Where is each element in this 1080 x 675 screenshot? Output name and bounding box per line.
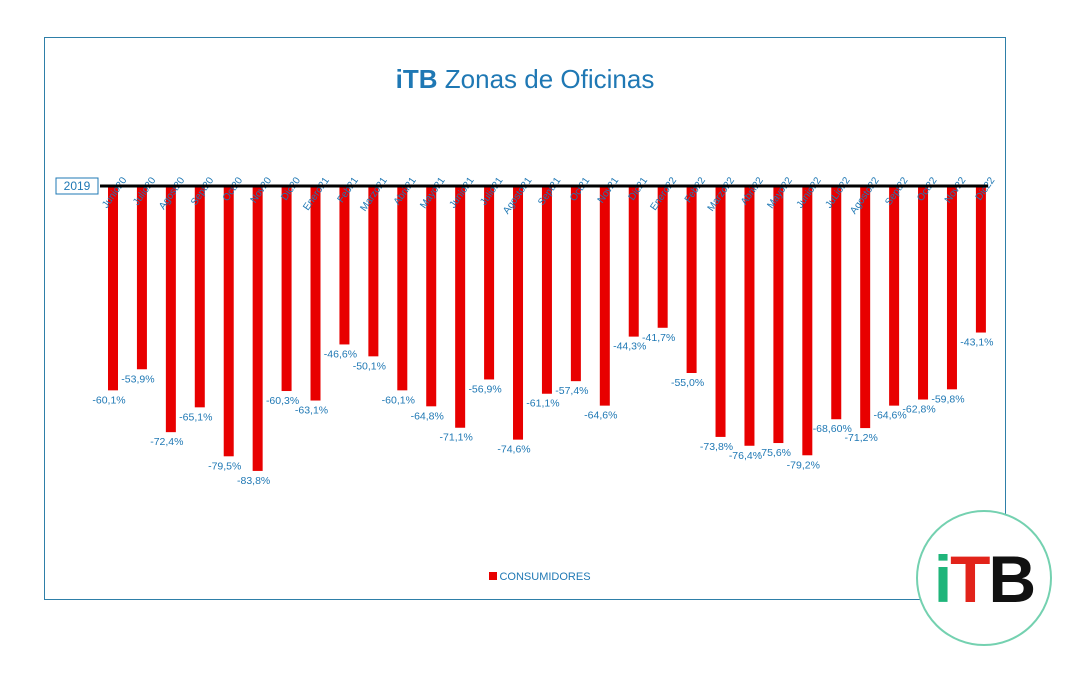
value-label-JuLio22: -68,60% [813,423,852,435]
value-label-Marzo22: -73,8% [700,441,733,453]
bar-Mayo21 [426,186,437,407]
value-label-Feb22: -55,0% [671,377,704,389]
bar-Marzo22 [715,186,726,437]
bar-Nov22 [946,186,957,390]
value-label-Julio21: -56,9% [468,383,501,395]
value-label-Oct20: -79,5% [208,460,241,472]
bar-Agost20 [165,186,176,433]
legend-swatch [489,572,498,580]
value-label-Nov20: -83,8% [237,475,270,487]
value-label-Dic20: -60,3% [266,395,299,407]
legend: CONSUMIDORES [0,571,1080,583]
bar-Julio21 [484,186,495,380]
value-label-Mayo22: -75,6% [758,447,791,459]
bar-Abril21 [397,186,408,391]
value-label-Julio20: -53,9% [121,373,154,385]
value-label-Marzo21: -50,1% [353,360,386,372]
bar-Julio20 [136,186,147,370]
logo-letter-t: T [950,542,990,616]
value-label-Junio20: -60,1% [92,394,125,406]
value-label-Enero21: -63,1% [295,405,328,417]
value-label-Dic22: -43,1% [960,337,993,349]
value-label-Nov21: -64,6% [584,410,617,422]
logo-text: iTB [918,544,1050,614]
bar-Mayo22 [773,186,784,444]
logo-letter-i: i [933,542,952,616]
bar-Abril22 [744,186,755,446]
bar-Junio21 [455,186,466,428]
title-brand: iTB [395,64,438,94]
bar-JuLio22 [831,186,842,420]
value-label-Abril22: -76,4% [729,450,762,462]
bar-Junio22 [802,186,813,456]
bar-Dic20 [281,186,292,392]
bar-Nov21 [599,186,610,406]
bar-Sept22 [889,186,900,406]
bar-Junio20 [108,186,118,391]
value-label-Junio22: -79,2% [787,459,820,471]
value-label-Sept21: -61,1% [526,398,559,410]
legend-label: CONSUMIDORES [499,571,591,583]
value-label-Dic21: -44,3% [613,341,646,353]
value-label-Enero22: -41,7% [642,332,675,344]
value-label-Agosto21: -74,6% [497,444,530,456]
value-label-Junio21: -71,1% [440,432,473,444]
value-label-Agosto22: -71,2% [845,432,878,444]
bar-Nov20 [252,186,263,471]
bar-Marzo21 [368,186,379,357]
value-label-Oct22: -62,8% [902,404,935,416]
bar-Dic21 [628,186,639,337]
value-label-Oct21: -57,4% [555,385,588,397]
bar-Oct20 [223,186,234,457]
bar-Feb22 [686,186,697,373]
bar-Oct21 [570,186,581,382]
baseline-label: 2019 [64,179,91,193]
bar-Sept21 [541,186,552,394]
bar-Oct22 [918,186,929,400]
bar-Dic22 [975,186,986,333]
value-label-Agost20: -72,4% [150,436,183,448]
bar-Sept20 [194,186,205,408]
bar-Agosto21 [513,186,524,440]
bar-Agosto22 [860,186,871,429]
chart-title: iTB Zonas de Oficinas [44,64,1006,95]
value-label-Nov22: -59,8% [931,393,964,405]
value-label-Sept22: -64,6% [873,410,906,422]
logo-letter-b: B [988,542,1037,616]
value-label-Abril21: -60,1% [382,394,415,406]
value-label-Mayo21: -64,8% [411,410,444,422]
value-label-Feb21: -46,6% [324,348,357,360]
itb-logo: iTB [916,510,1052,646]
bar-Enero22 [657,186,668,328]
baseline-label-box [55,177,99,195]
value-label-Sept20: -65,1% [179,411,212,423]
bar-Feb21 [339,186,350,345]
title-text: Zonas de Oficinas [444,64,655,94]
bar-Enero21 [310,186,321,401]
